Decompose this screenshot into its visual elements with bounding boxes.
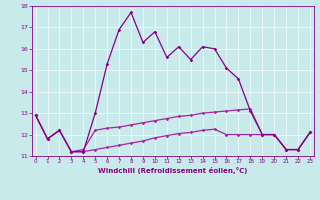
X-axis label: Windchill (Refroidissement éolien,°C): Windchill (Refroidissement éolien,°C) [98, 167, 247, 174]
